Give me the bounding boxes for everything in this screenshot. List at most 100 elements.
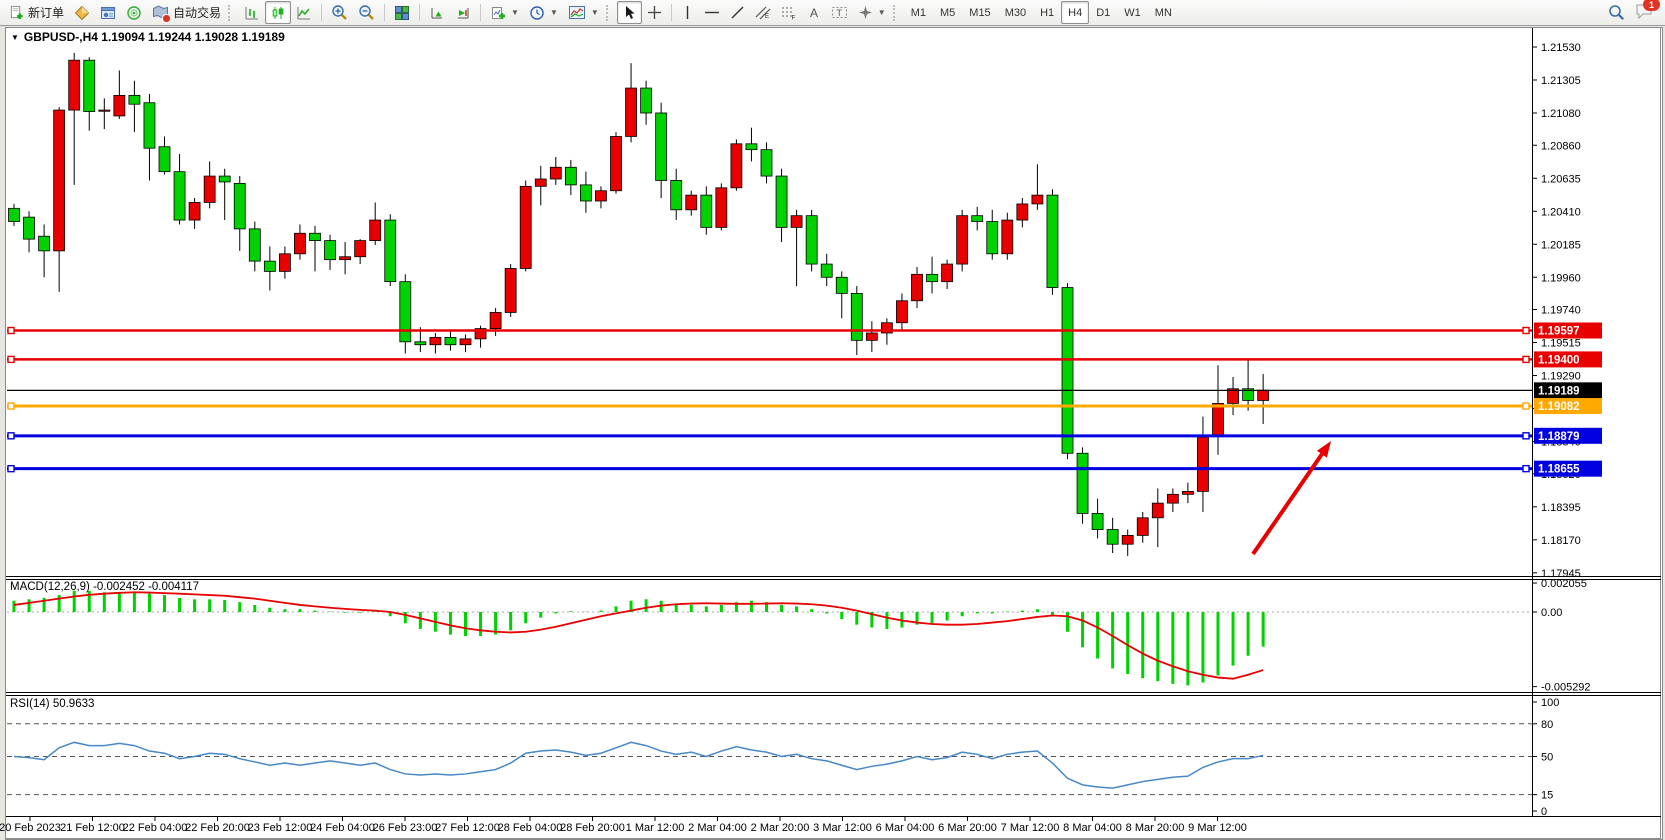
- equidistant-channel-icon: E: [755, 6, 771, 20]
- svg-text:8 Mar 04:00: 8 Mar 04:00: [1063, 822, 1122, 834]
- vertical-line-icon: [686, 6, 688, 19]
- timeframe-button-M30[interactable]: M30: [1004, 6, 1027, 19]
- new-order-label: 新订单: [28, 6, 65, 20]
- crosshair-tool-button[interactable]: [642, 1, 667, 24]
- toolbar-grip: [228, 4, 235, 21]
- timeframe-button-M1[interactable]: M1: [910, 6, 926, 19]
- svg-text:0.002055: 0.002055: [1541, 578, 1587, 590]
- fibonacci-icon: F: [781, 7, 795, 21]
- svg-text:100: 100: [1541, 697, 1559, 709]
- svg-text:1.18879: 1.18879: [1538, 431, 1580, 443]
- autotrade-icon: [152, 4, 172, 23]
- candle-chart-mode-button[interactable]: [265, 1, 292, 24]
- svg-text:1.19082: 1.19082: [1538, 401, 1580, 413]
- arrows-tool-icon: [858, 6, 872, 19]
- tile-windows-button[interactable]: [389, 1, 415, 24]
- fibonacci-tool[interactable]: F: [776, 1, 802, 24]
- channel-tool[interactable]: E: [750, 1, 776, 24]
- template-dropdown[interactable]: ▼: [563, 1, 604, 24]
- trendline-icon: [731, 6, 744, 19]
- svg-text:1.20635: 1.20635: [1541, 173, 1581, 185]
- trendline-tool[interactable]: [725, 1, 750, 24]
- notifications-button[interactable]: 1: [1635, 0, 1660, 22]
- market-window-icon: [101, 6, 116, 19]
- timeframe-button-W1[interactable]: W1: [1124, 6, 1141, 19]
- svg-text:7 Mar 12:00: 7 Mar 12:00: [1001, 822, 1060, 834]
- arrow-object[interactable]: [1251, 441, 1331, 556]
- svg-text:50: 50: [1541, 752, 1553, 764]
- zoom-in-button[interactable]: [326, 1, 353, 24]
- line-chart-mode-button[interactable]: [291, 1, 317, 24]
- timeframe-button-MN[interactable]: MN: [1154, 6, 1172, 19]
- horizontal-line-icon: [704, 11, 719, 14]
- text-icon: A: [810, 6, 818, 20]
- macd-pane: 0.002055 0.00 -0.005292: [7, 578, 1591, 694]
- candles-layer: [8, 52, 1270, 556]
- chart-forward-icon: [431, 7, 443, 18]
- hline-objects[interactable]: [7, 326, 1532, 473]
- toolbar-grip: [892, 4, 900, 21]
- cursor-tool-button[interactable]: [616, 1, 642, 24]
- quotes-button[interactable]: [69, 1, 95, 24]
- svg-text:6 Mar 20:00: 6 Mar 20:00: [938, 822, 997, 834]
- toolbar-separator: [670, 4, 672, 21]
- svg-text:1.19400: 1.19400: [1538, 354, 1580, 366]
- zoom-in-icon: [332, 5, 347, 20]
- period-dropdown[interactable]: ▼: [524, 1, 563, 24]
- timeframe-button-M15[interactable]: M15: [969, 6, 991, 19]
- svg-text:F: F: [791, 15, 795, 21]
- text-tool[interactable]: A: [802, 1, 826, 24]
- toolbar-separator: [480, 4, 482, 21]
- zoom-out-button[interactable]: [353, 1, 380, 24]
- chart-template-icon: [568, 6, 585, 19]
- dropdown-caret-icon: ▼: [590, 8, 599, 17]
- add-indicator-dropdown[interactable]: ▼: [485, 1, 524, 24]
- vertical-line-tool[interactable]: [676, 1, 699, 24]
- svg-text:0.00: 0.00: [1541, 607, 1562, 619]
- timeframe-button-M5[interactable]: M5: [940, 6, 956, 19]
- signals-button[interactable]: [121, 1, 147, 24]
- step-back-button[interactable]: [450, 1, 476, 24]
- text-label-icon: T: [831, 7, 847, 18]
- svg-text:9 Mar 12:00: 9 Mar 12:00: [1188, 822, 1247, 834]
- svg-text:22 Feb 20:00: 22 Feb 20:00: [185, 822, 250, 834]
- svg-text:E: E: [765, 14, 769, 20]
- bar-chart-icon: [245, 6, 259, 19]
- svg-text:T: T: [836, 8, 842, 18]
- timeframe-button-D1[interactable]: D1: [1096, 6, 1111, 19]
- new-order-icon: [10, 5, 23, 20]
- svg-text:1.21080: 1.21080: [1541, 108, 1581, 120]
- indicators-list-button[interactable]: [424, 1, 450, 24]
- timeframe-button-H1[interactable]: H1: [1040, 6, 1055, 19]
- search-icon[interactable]: [1608, 4, 1625, 21]
- notification-badge: 1: [1643, 0, 1660, 11]
- svg-text:21 Feb 12:00: 21 Feb 12:00: [60, 822, 125, 834]
- autotrade-button[interactable]: 自动交易: [147, 1, 226, 24]
- svg-text:-0.005292: -0.005292: [1541, 682, 1591, 694]
- text-label-tool[interactable]: T: [826, 1, 853, 24]
- svg-text:1.19290: 1.19290: [1541, 371, 1581, 383]
- svg-text:1.18655: 1.18655: [1538, 464, 1580, 476]
- svg-text:1.19740: 1.19740: [1541, 305, 1581, 317]
- dropdown-caret-icon: ▼: [511, 8, 519, 17]
- arrows-dropdown[interactable]: ▼: [853, 1, 891, 24]
- new-order-button[interactable]: 新订单: [4, 1, 69, 24]
- bar-chart-mode-button[interactable]: [239, 1, 265, 24]
- svg-text:23 Feb 12:00: 23 Feb 12:00: [248, 822, 313, 834]
- horizontal-line-tool[interactable]: [699, 1, 725, 24]
- svg-text:1.21305: 1.21305: [1541, 75, 1581, 87]
- chart-shift-icon: [458, 7, 469, 18]
- timeframe-button-H4[interactable]: H4: [1061, 1, 1090, 24]
- svg-text:1.19960: 1.19960: [1541, 272, 1581, 284]
- svg-text:27 Feb 12:00: 27 Feb 12:00: [435, 822, 500, 834]
- market-watch-button[interactable]: [95, 1, 121, 24]
- svg-text:1.19189: 1.19189: [1538, 385, 1580, 397]
- svg-text:1.18170: 1.18170: [1541, 535, 1581, 547]
- svg-text:80: 80: [1541, 719, 1553, 731]
- cursor-icon: [625, 6, 635, 19]
- svg-text:1 Mar 12:00: 1 Mar 12:00: [626, 822, 685, 834]
- svg-text:22 Feb 04:00: 22 Feb 04:00: [123, 822, 188, 834]
- rsi-pane: 100 80 50 15 0: [7, 697, 1559, 818]
